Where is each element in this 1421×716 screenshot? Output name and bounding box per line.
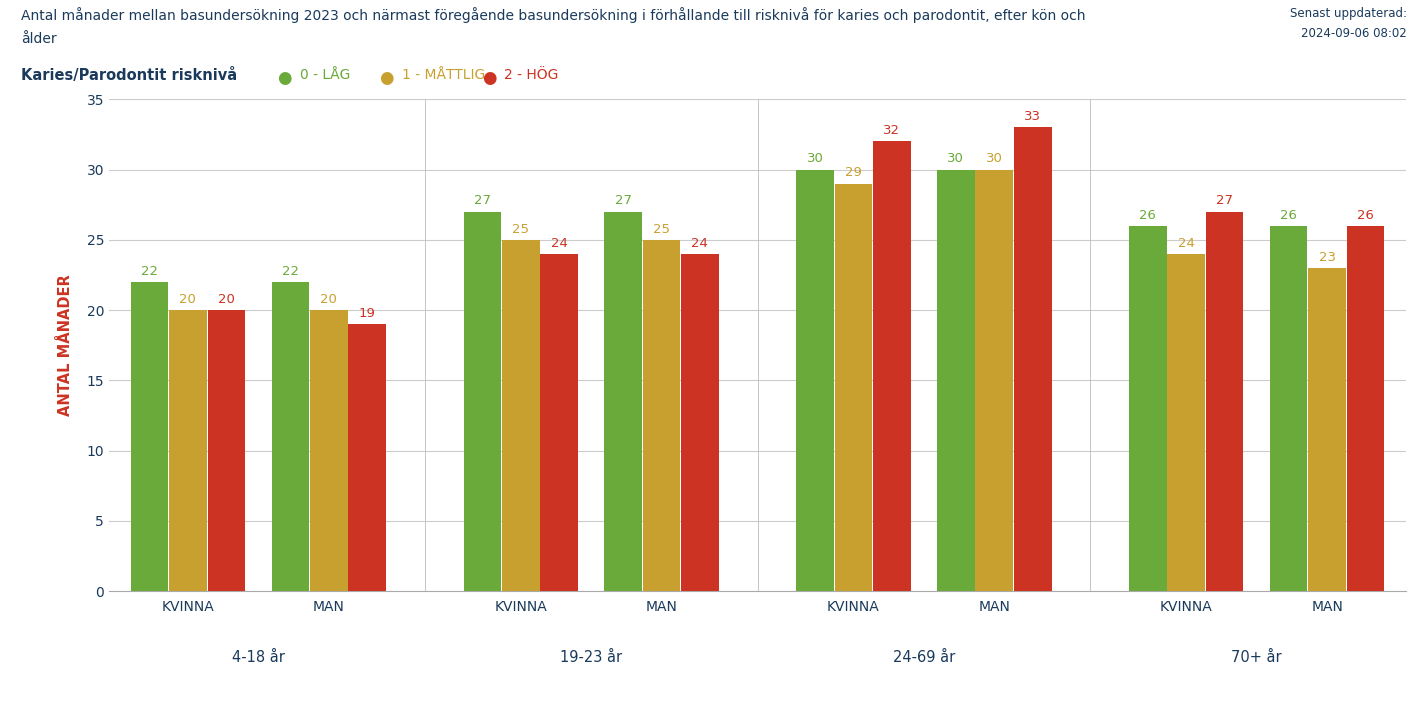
Text: 70+ år: 70+ år xyxy=(1232,650,1282,665)
Bar xyxy=(1206,212,1243,591)
Bar xyxy=(834,183,872,591)
Bar xyxy=(1130,226,1167,591)
Text: 1 - MÅTTLIG: 1 - MÅTTLIG xyxy=(402,68,486,82)
Text: Senast uppdaterad:: Senast uppdaterad: xyxy=(1290,7,1407,20)
Text: 19: 19 xyxy=(358,307,375,320)
Text: ●: ● xyxy=(277,69,291,87)
Text: 4-18 år: 4-18 år xyxy=(232,650,284,665)
Text: 22: 22 xyxy=(141,265,158,278)
Text: 22: 22 xyxy=(281,265,298,278)
Bar xyxy=(131,282,168,591)
Text: 2 - HÖG: 2 - HÖG xyxy=(504,68,558,82)
Text: 24: 24 xyxy=(551,237,567,250)
Text: 30: 30 xyxy=(807,153,824,165)
Text: Antal månader mellan basundersökning 2023 och närmast föregående basundersökning: Antal månader mellan basundersökning 202… xyxy=(21,7,1086,23)
Text: 27: 27 xyxy=(473,195,490,208)
Text: 23: 23 xyxy=(1319,251,1336,263)
Bar xyxy=(642,240,681,591)
Bar xyxy=(975,170,1013,591)
Text: 27: 27 xyxy=(1216,195,1233,208)
Text: 29: 29 xyxy=(845,166,863,180)
Bar xyxy=(502,240,540,591)
Text: 24: 24 xyxy=(1178,237,1195,250)
Bar xyxy=(872,142,911,591)
Bar xyxy=(271,282,310,591)
Text: 26: 26 xyxy=(1357,208,1374,221)
Text: 0 - LÅG: 0 - LÅG xyxy=(300,68,350,82)
Text: 19-23 år: 19-23 år xyxy=(560,650,622,665)
Bar xyxy=(207,310,246,591)
Text: 30: 30 xyxy=(948,153,965,165)
Text: 26: 26 xyxy=(1140,208,1157,221)
Bar xyxy=(1168,254,1205,591)
Bar xyxy=(936,170,975,591)
Bar xyxy=(604,212,642,591)
Y-axis label: ANTAL MÅNADER: ANTAL MÅNADER xyxy=(58,274,72,416)
Bar xyxy=(1270,226,1307,591)
Bar xyxy=(796,170,834,591)
Text: 20: 20 xyxy=(217,293,234,306)
Text: 24-69 år: 24-69 år xyxy=(892,650,955,665)
Bar xyxy=(1347,226,1384,591)
Text: Karies/Parodontit risknivå: Karies/Parodontit risknivå xyxy=(21,68,237,83)
Text: 20: 20 xyxy=(320,293,337,306)
Text: 25: 25 xyxy=(512,223,529,236)
Bar xyxy=(169,310,206,591)
Text: 2024-09-06 08:02: 2024-09-06 08:02 xyxy=(1302,27,1407,40)
Bar xyxy=(540,254,578,591)
Text: ●: ● xyxy=(482,69,496,87)
Bar xyxy=(463,212,502,591)
Bar xyxy=(1013,127,1052,591)
Text: 20: 20 xyxy=(179,293,196,306)
Text: ålder: ålder xyxy=(21,32,57,47)
Bar xyxy=(310,310,348,591)
Text: 33: 33 xyxy=(1025,110,1042,123)
Bar xyxy=(681,254,719,591)
Text: 26: 26 xyxy=(1280,208,1297,221)
Bar xyxy=(348,324,387,591)
Bar xyxy=(1309,268,1346,591)
Text: 32: 32 xyxy=(884,124,901,137)
Text: 30: 30 xyxy=(986,153,1003,165)
Text: 24: 24 xyxy=(692,237,708,250)
Text: ●: ● xyxy=(379,69,394,87)
Text: 27: 27 xyxy=(615,195,631,208)
Text: 25: 25 xyxy=(654,223,671,236)
